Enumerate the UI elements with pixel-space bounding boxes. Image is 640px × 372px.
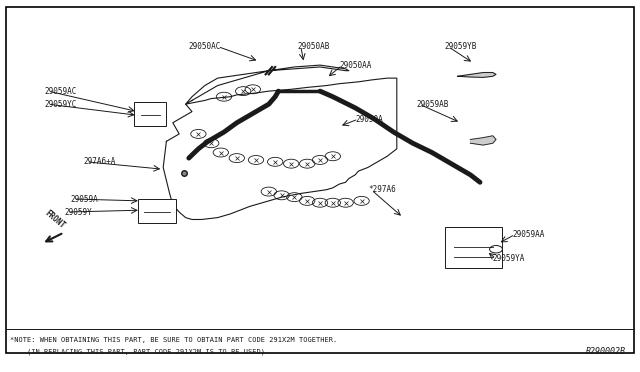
Text: 29059Y: 29059Y bbox=[64, 208, 92, 217]
Text: 297A6+A: 297A6+A bbox=[83, 157, 116, 166]
Text: (IN REPLACING THIS PART, PART CODE 291X2M IS TO BE USED).: (IN REPLACING THIS PART, PART CODE 291X2… bbox=[10, 348, 269, 355]
Text: 29059AA: 29059AA bbox=[512, 230, 545, 239]
Polygon shape bbox=[470, 136, 496, 145]
Text: 29059AC: 29059AC bbox=[45, 87, 77, 96]
Text: R290002B: R290002B bbox=[586, 347, 626, 356]
Text: 29050AC: 29050AC bbox=[188, 42, 221, 51]
FancyBboxPatch shape bbox=[134, 102, 166, 126]
Text: 29050AA: 29050AA bbox=[339, 61, 372, 70]
Text: 29050AB: 29050AB bbox=[298, 42, 330, 51]
FancyBboxPatch shape bbox=[138, 199, 176, 223]
Text: 29059YC: 29059YC bbox=[45, 100, 77, 109]
FancyBboxPatch shape bbox=[445, 227, 502, 268]
Text: 29050A: 29050A bbox=[355, 115, 383, 124]
Polygon shape bbox=[458, 73, 496, 77]
Text: 29059A: 29059A bbox=[70, 195, 98, 203]
Text: 29059AB: 29059AB bbox=[416, 100, 449, 109]
Text: *297A6: *297A6 bbox=[368, 185, 396, 194]
Text: *NOTE: WHEN OBTAINING THIS PART, BE SURE TO OBTAIN PART CODE 291X2M TOGETHER.: *NOTE: WHEN OBTAINING THIS PART, BE SURE… bbox=[10, 337, 337, 343]
Text: FRONT: FRONT bbox=[43, 209, 66, 231]
Text: 29059YB: 29059YB bbox=[445, 42, 477, 51]
Text: 29059YA: 29059YA bbox=[493, 254, 525, 263]
